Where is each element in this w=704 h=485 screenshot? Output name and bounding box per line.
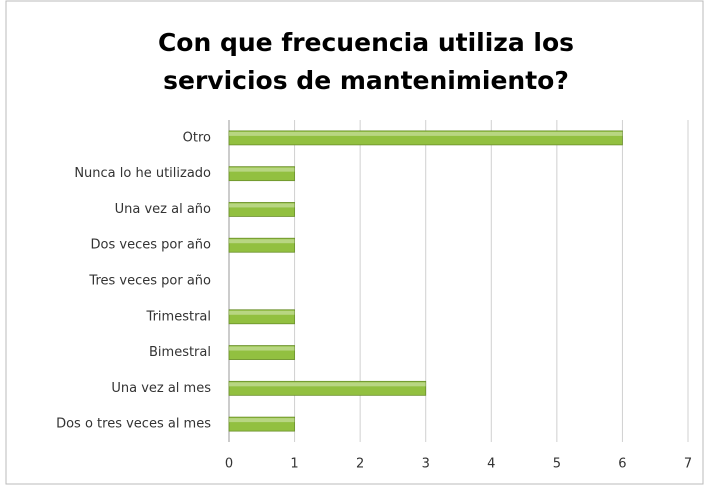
x-tick-label: 4 [487,457,495,472]
bar-highlight [229,346,295,351]
y-tick-label: Dos veces por año [91,238,211,253]
chart-title: servicios de mantenimiento? [163,66,569,95]
y-tick-label: Trimestral [146,309,211,324]
chart-border [5,0,704,485]
bar [228,380,427,396]
bar-highlight [229,203,295,208]
bar [228,237,295,253]
bar [228,345,295,360]
bar-highlight [229,131,623,136]
bar-highlight [229,310,295,315]
y-tick-label: Otro [183,130,211,145]
x-tick-label: 6 [618,457,626,472]
y-tick-label: Dos o tres veces al mes [56,417,211,432]
y-tick-label: Una vez al año [115,202,211,217]
bar [228,166,295,182]
bar-highlight [229,239,295,244]
chart-title: Con que frecuencia utiliza los [158,28,574,57]
y-tick-label: Tres veces por año [88,274,211,289]
bar-highlight [229,418,295,423]
y-tick-label: Nunca lo he utilizado [74,166,211,181]
x-tick-label: 1 [290,457,298,472]
bar-highlight [229,167,295,172]
bar [228,416,295,432]
y-tick-label: Una vez al mes [111,381,211,396]
y-tick-label: Bimestral [149,345,211,360]
x-tick-label: 2 [356,457,364,472]
bar [228,202,295,217]
x-tick-label: 3 [422,457,430,472]
x-tick-label: 0 [225,457,233,472]
bar [228,130,623,146]
bar-highlight [229,382,426,387]
x-tick-label: 7 [684,457,692,472]
bar [228,309,295,325]
x-tick-label: 5 [553,457,561,472]
